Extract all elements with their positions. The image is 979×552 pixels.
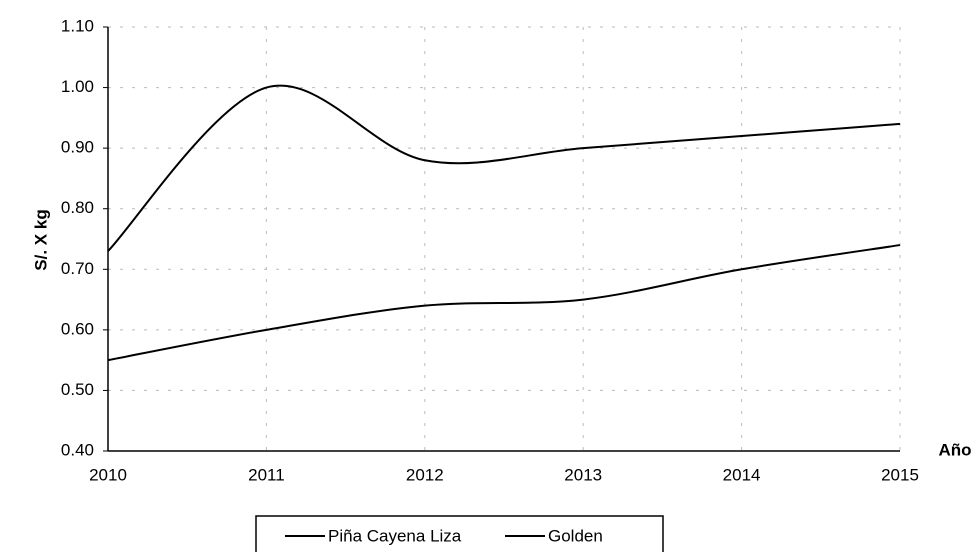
y-tick-label: 1.10 (61, 16, 94, 35)
x-tick-label: 2015 (881, 465, 919, 484)
line-series (107, 244, 901, 362)
y-tick-label: 0.70 (61, 259, 94, 278)
legend-label: Piña Cayena Liza (328, 526, 462, 545)
y-axis-title: S/. X kg (31, 209, 50, 270)
x-tick-label: 2014 (723, 465, 761, 484)
x-tick-label: 2012 (406, 465, 444, 484)
legend-box (255, 515, 664, 552)
x-tick-label: 2011 (248, 465, 285, 484)
x-tick-label: 2010 (89, 465, 127, 484)
legend-label: Golden (548, 526, 603, 545)
x-axis-title: Año (938, 440, 971, 459)
y-tick-label: 0.50 (61, 380, 94, 399)
line-series (107, 84, 901, 252)
x-tick-label: 2013 (564, 465, 602, 484)
y-tick-label: 0.90 (61, 138, 94, 157)
y-tick-label: 0.40 (61, 440, 94, 459)
y-tick-label: 0.80 (61, 198, 94, 217)
y-tick-label: 1.00 (61, 77, 94, 96)
y-tick-label: 0.60 (61, 319, 94, 338)
